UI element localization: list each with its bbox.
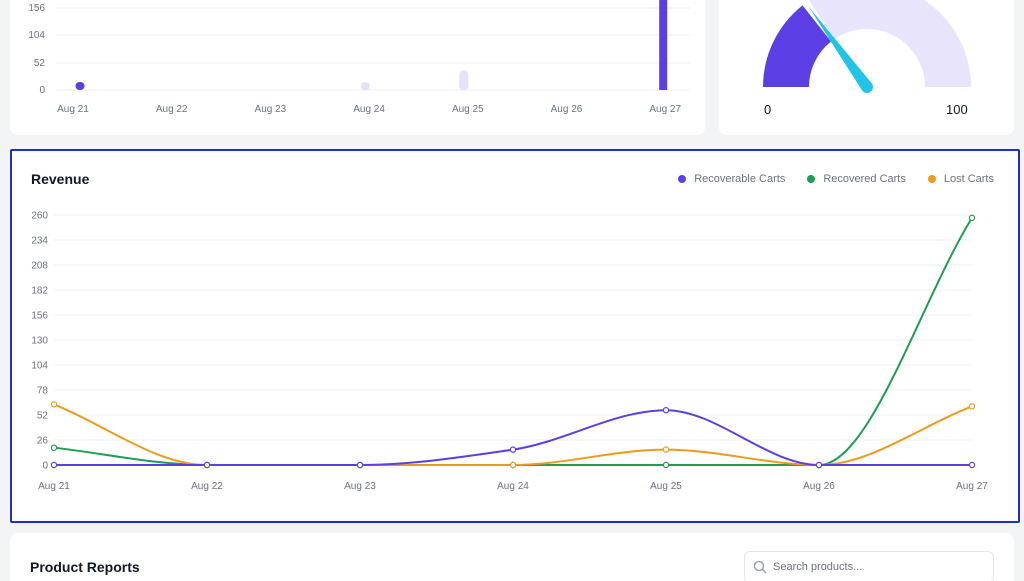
rev-data-point[interactable]	[662, 406, 670, 414]
rev-data-point[interactable]	[968, 461, 976, 469]
product-reports-card: Product Reports	[10, 533, 1014, 581]
gauge-needle-hub	[861, 81, 873, 93]
top-x-tick-label: Aug 25	[452, 104, 484, 115]
top-x-tick-label: Aug 24	[353, 104, 385, 115]
top-bar	[75, 82, 85, 90]
search-icon	[753, 560, 767, 574]
top-bar	[360, 82, 370, 90]
top-bar	[459, 70, 469, 90]
gauge-fill-arc	[763, 5, 832, 87]
rev-y-tick-label: 130	[31, 336, 48, 347]
product-search-input[interactable]	[773, 561, 973, 573]
rev-series-line-recoverable-carts	[54, 409, 972, 467]
rev-data-point[interactable]	[662, 446, 670, 453]
rev-x-tick-label: Aug 25	[650, 481, 682, 492]
legend-item-recovered-carts[interactable]: Recovered Carts	[807, 173, 906, 185]
rev-data-point[interactable]	[50, 444, 58, 451]
rev-series-line-recovered-carts	[53, 217, 973, 467]
gauge-track-arc	[809, 0, 971, 87]
rev-data-point[interactable]	[968, 403, 976, 410]
top-x-tick-label: Aug 27	[649, 104, 681, 115]
legend-dot-recovered	[807, 175, 816, 183]
top-x-tick-label: Aug 23	[255, 104, 287, 115]
rev-x-tick-label: Aug 22	[191, 481, 223, 492]
revenue-legend: Recoverable Carts Recovered Carts Lost C…	[678, 173, 994, 185]
rev-y-tick-label: 208	[31, 261, 48, 272]
rev-y-tick-label: 104	[31, 361, 48, 372]
rev-data-point[interactable]	[509, 446, 517, 453]
top-x-tick-label: Aug 22	[156, 104, 188, 115]
legend-dot-recoverable	[678, 175, 687, 183]
rev-x-tick-label: Aug 21	[38, 481, 70, 492]
rev-series-line-lost-carts	[53, 403, 973, 467]
gauge-min-label: 0	[764, 102, 772, 117]
rev-x-tick-label: Aug 26	[803, 481, 835, 492]
rev-data-point[interactable]	[509, 461, 517, 469]
legend-item-recoverable-carts[interactable]: Recoverable Carts	[678, 173, 785, 185]
rev-y-tick-label: 26	[37, 436, 49, 447]
top-x-tick-label: Aug 26	[551, 104, 583, 115]
rev-y-tick-label: 0	[42, 461, 48, 472]
top-bar	[659, 0, 668, 90]
legend-item-lost-carts[interactable]: Lost Carts	[927, 173, 994, 185]
product-reports-title: Product Reports	[30, 559, 140, 575]
rev-x-tick-label: Aug 24	[497, 481, 529, 492]
legend-label-recovered: Recovered Carts	[823, 173, 906, 185]
top-y-tick-label: 156	[28, 3, 45, 14]
rev-y-tick-label: 78	[37, 386, 49, 397]
rev-y-tick-label: 52	[37, 411, 49, 422]
top-bar-chart: 156 104 52 0 Aug 21 Aug 22 Aug 23 Aug 24 Aug 25 A…	[28, 0, 690, 115]
rev-x-tick-label: Aug 27	[956, 481, 988, 492]
top-y-tick-label: 104	[28, 30, 45, 41]
rev-y-tick-label: 234	[31, 236, 48, 247]
revenue-title: Revenue	[31, 171, 90, 187]
rev-data-point[interactable]	[356, 461, 364, 469]
revenue-line-chart: 0 26 52 78 104 130 156 182 208 234 260 Aug 21 Aug 22…	[31, 211, 988, 493]
legend-dot-lost	[927, 175, 936, 183]
top-y-tick-label: 0	[39, 85, 45, 96]
gauge-max-label: 100	[946, 102, 968, 117]
rev-data-point[interactable]	[968, 214, 976, 222]
top-y-tick-label: 52	[34, 58, 46, 69]
gauge-chart	[763, 0, 971, 93]
rev-data-point[interactable]	[815, 461, 823, 469]
rev-data-point[interactable]	[662, 461, 670, 469]
rev-x-tick-label: Aug 23	[344, 481, 376, 492]
top-bar-chart-card: 156 104 52 0 Aug 21 Aug 22 Aug 23 Aug 24 Aug 25 A…	[10, 0, 705, 135]
rev-y-tick-label: 182	[31, 286, 48, 297]
legend-label-lost: Lost Carts	[943, 173, 994, 185]
gauge-needle	[808, 6, 872, 91]
rev-data-point[interactable]	[50, 461, 58, 469]
legend-label-recoverable: Recoverable Carts	[694, 173, 786, 185]
revenue-card: Revenue Recoverable Carts Recovered Cart…	[10, 149, 1020, 523]
rev-data-point[interactable]	[50, 401, 58, 408]
gauge-card: 0 100	[719, 0, 1014, 135]
top-x-tick-label: Aug 21	[57, 104, 89, 115]
product-search-box[interactable]	[744, 551, 994, 581]
rev-y-tick-label: 260	[31, 211, 48, 222]
rev-data-point[interactable]	[203, 461, 211, 469]
rev-y-tick-label: 156	[31, 311, 48, 322]
